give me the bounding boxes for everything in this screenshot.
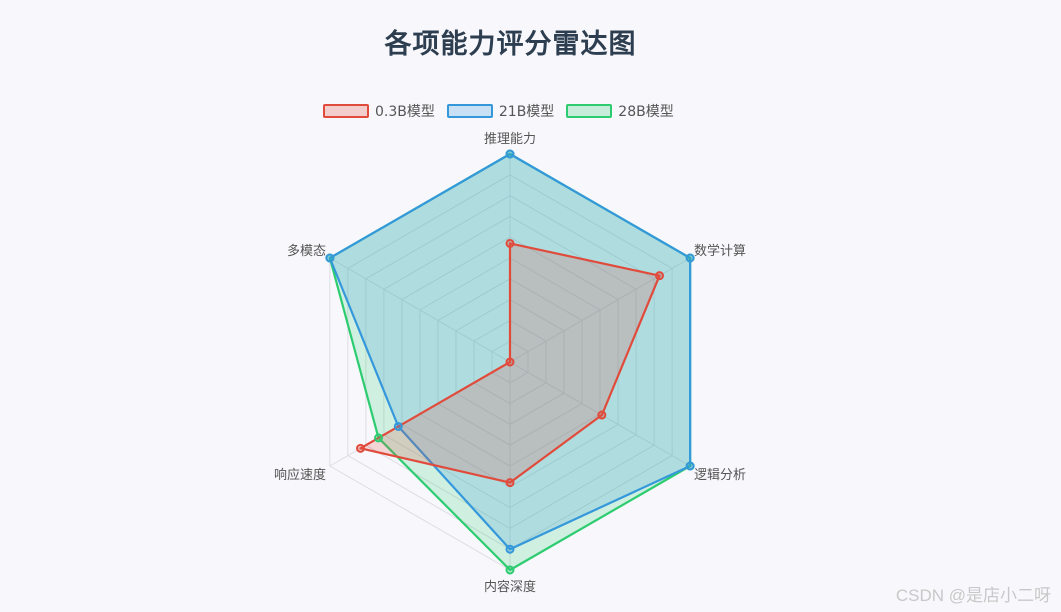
legend-label-1: 21B模型 [498, 104, 555, 120]
legend-swatch-2 [566, 104, 613, 118]
legend-swatch-1 [446, 104, 493, 118]
axis-label: 推理能力 [484, 132, 536, 147]
legend: 0.3B模型 21B模型 28B模型 [323, 101, 686, 121]
series-point-0[interactable] [355, 443, 365, 453]
legend-label-0: 0.3B模型 [375, 104, 435, 120]
axis-label: 逻辑分析 [694, 468, 746, 483]
axis-line [509, 361, 691, 467]
watermark: CSDN @是店小二呀 [895, 586, 1051, 605]
series-point-0[interactable] [505, 357, 515, 367]
series-point-0[interactable] [655, 271, 665, 281]
series-point-1[interactable] [325, 253, 335, 263]
legend-item-2[interactable]: 28B模型 [566, 101, 674, 121]
series-point-0[interactable] [505, 238, 515, 248]
legend-swatch-0 [323, 104, 369, 118]
series-point-2[interactable] [374, 433, 384, 443]
axis-label: 多模态 [287, 243, 326, 259]
series-point-1[interactable] [505, 149, 515, 159]
legend-item-1[interactable]: 21B模型 [446, 101, 555, 121]
series-point-1[interactable] [505, 544, 515, 554]
axis-label: 数学计算 [694, 243, 746, 259]
series-point-1[interactable] [393, 421, 403, 431]
radar-series [325, 149, 695, 575]
series-point-0[interactable] [505, 478, 515, 488]
series-point-2[interactable] [505, 565, 515, 575]
chart-title: 各项能力评分雷达图 [384, 29, 637, 60]
series-point-0[interactable] [597, 410, 607, 420]
axis-label: 内容深度 [484, 579, 536, 595]
series-area-0 [359, 242, 661, 484]
axis-line [329, 257, 511, 363]
series-point-1[interactable] [685, 461, 695, 471]
legend-item-0[interactable]: 0.3B模型 [323, 101, 435, 121]
legend-label-2: 28B模型 [618, 104, 674, 120]
axis-label: 响应速度 [274, 467, 326, 483]
series-point-1[interactable] [685, 253, 695, 263]
